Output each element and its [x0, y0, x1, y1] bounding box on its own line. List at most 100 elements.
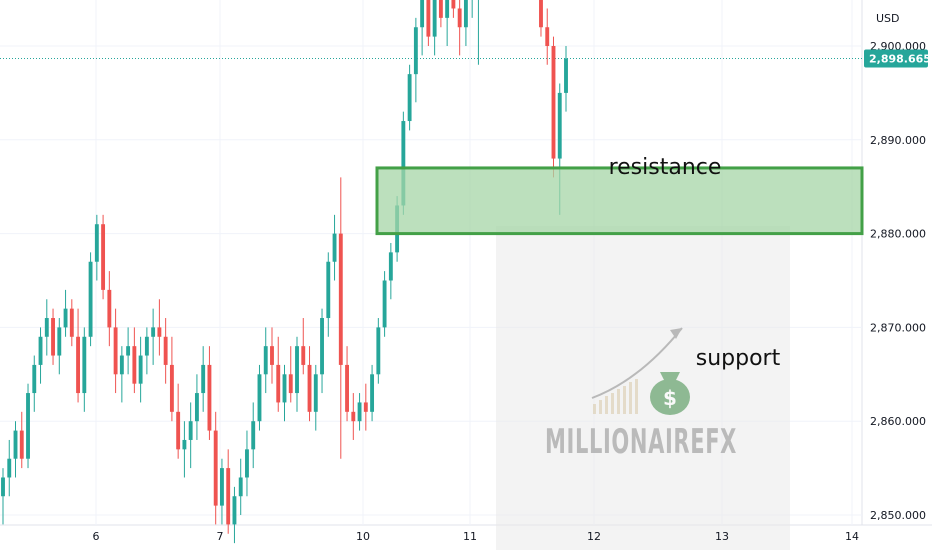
candle [539, 0, 543, 37]
candle-body [63, 308, 68, 328]
candle-body [13, 430, 18, 459]
candle-body [19, 430, 24, 459]
candle [51, 308, 55, 365]
x-tick-label: 14 [845, 530, 859, 543]
candle [388, 242, 393, 300]
x-tick-label: 12 [587, 530, 601, 543]
resistance-label: resistance [609, 155, 722, 180]
candle-body [151, 327, 156, 337]
candle [138, 336, 143, 403]
candle [257, 364, 262, 431]
candle [338, 177, 343, 459]
candle-body [539, 0, 543, 28]
candle-body [557, 92, 562, 159]
candle [463, 0, 468, 46]
y-tick-label: 2,860.000 [870, 415, 926, 428]
candle [564, 46, 568, 112]
candle [551, 36, 556, 178]
candle [13, 421, 18, 478]
candle [213, 411, 218, 525]
candle [471, 0, 473, 18]
candle-body [245, 449, 249, 478]
candle [313, 364, 318, 431]
candle [307, 346, 312, 422]
candle-body [32, 364, 37, 394]
candle-body [307, 364, 312, 412]
y-tick-label: 2,870.000 [870, 321, 926, 334]
candle-body [426, 0, 431, 37]
candle-body [94, 224, 99, 262]
candle-body [257, 374, 262, 422]
candle [151, 308, 156, 365]
candle-body [82, 336, 87, 394]
y-tick-label: 2,880.000 [870, 228, 926, 241]
candle [345, 346, 349, 422]
candle [382, 271, 387, 337]
candle [7, 439, 12, 497]
candle [19, 411, 24, 469]
candle [226, 449, 231, 534]
candle-body [1, 477, 5, 497]
candle-body [413, 27, 418, 75]
candle-body [226, 468, 231, 525]
candle [295, 336, 299, 412]
support-label: support [696, 346, 781, 371]
candle [107, 271, 112, 347]
candle-body [69, 308, 74, 337]
candle [363, 383, 368, 431]
candle [1, 468, 5, 525]
x-tick-label: 13 [715, 530, 729, 543]
candle-body [207, 364, 212, 431]
candle [194, 374, 199, 440]
candle-body [113, 327, 118, 375]
candle-body [51, 318, 55, 356]
candle [438, 0, 443, 28]
candle-body [57, 327, 62, 356]
candle-body [220, 468, 224, 506]
candle [38, 327, 43, 384]
candle-body [457, 8, 462, 28]
candle-body [432, 0, 437, 37]
y-axis: 2,850.000 2,860.000 2,870.000 2,880.000 2,89… [870, 40, 926, 522]
candle [451, 0, 456, 18]
watermark: $ MILLIONAIREFX [545, 327, 736, 462]
candle [477, 0, 479, 65]
candle [545, 8, 550, 65]
candle [351, 393, 356, 440]
candle-body [370, 374, 375, 412]
x-tick-label: 7 [217, 530, 224, 543]
candle [332, 214, 337, 281]
candle-body [451, 0, 456, 9]
candle-body [132, 346, 137, 384]
candle [94, 214, 99, 281]
candle [101, 214, 106, 300]
candle [69, 299, 74, 347]
candle [326, 252, 331, 337]
candle [413, 17, 418, 103]
candle [163, 318, 168, 384]
last-price-tag[interactable]: 2,898.665 [864, 49, 931, 68]
candle-body [407, 74, 412, 122]
candle-body [144, 336, 149, 356]
candle-body [545, 27, 550, 46]
candle [407, 64, 412, 131]
candle [245, 430, 249, 497]
candle [113, 308, 118, 394]
candle-body [338, 233, 343, 365]
candle-body [263, 346, 268, 375]
forecast-shade [496, 226, 790, 550]
candle-body [188, 421, 193, 440]
candle-body [313, 374, 318, 412]
candle-body [301, 346, 306, 365]
candle [320, 308, 324, 394]
candle-body [201, 364, 206, 394]
candle [44, 299, 49, 356]
candle-body [382, 280, 387, 328]
candle-body [76, 336, 81, 394]
candle-body [445, 0, 450, 18]
candle [144, 327, 149, 375]
candle-body [44, 318, 49, 337]
support-zone[interactable] [375, 166, 864, 236]
